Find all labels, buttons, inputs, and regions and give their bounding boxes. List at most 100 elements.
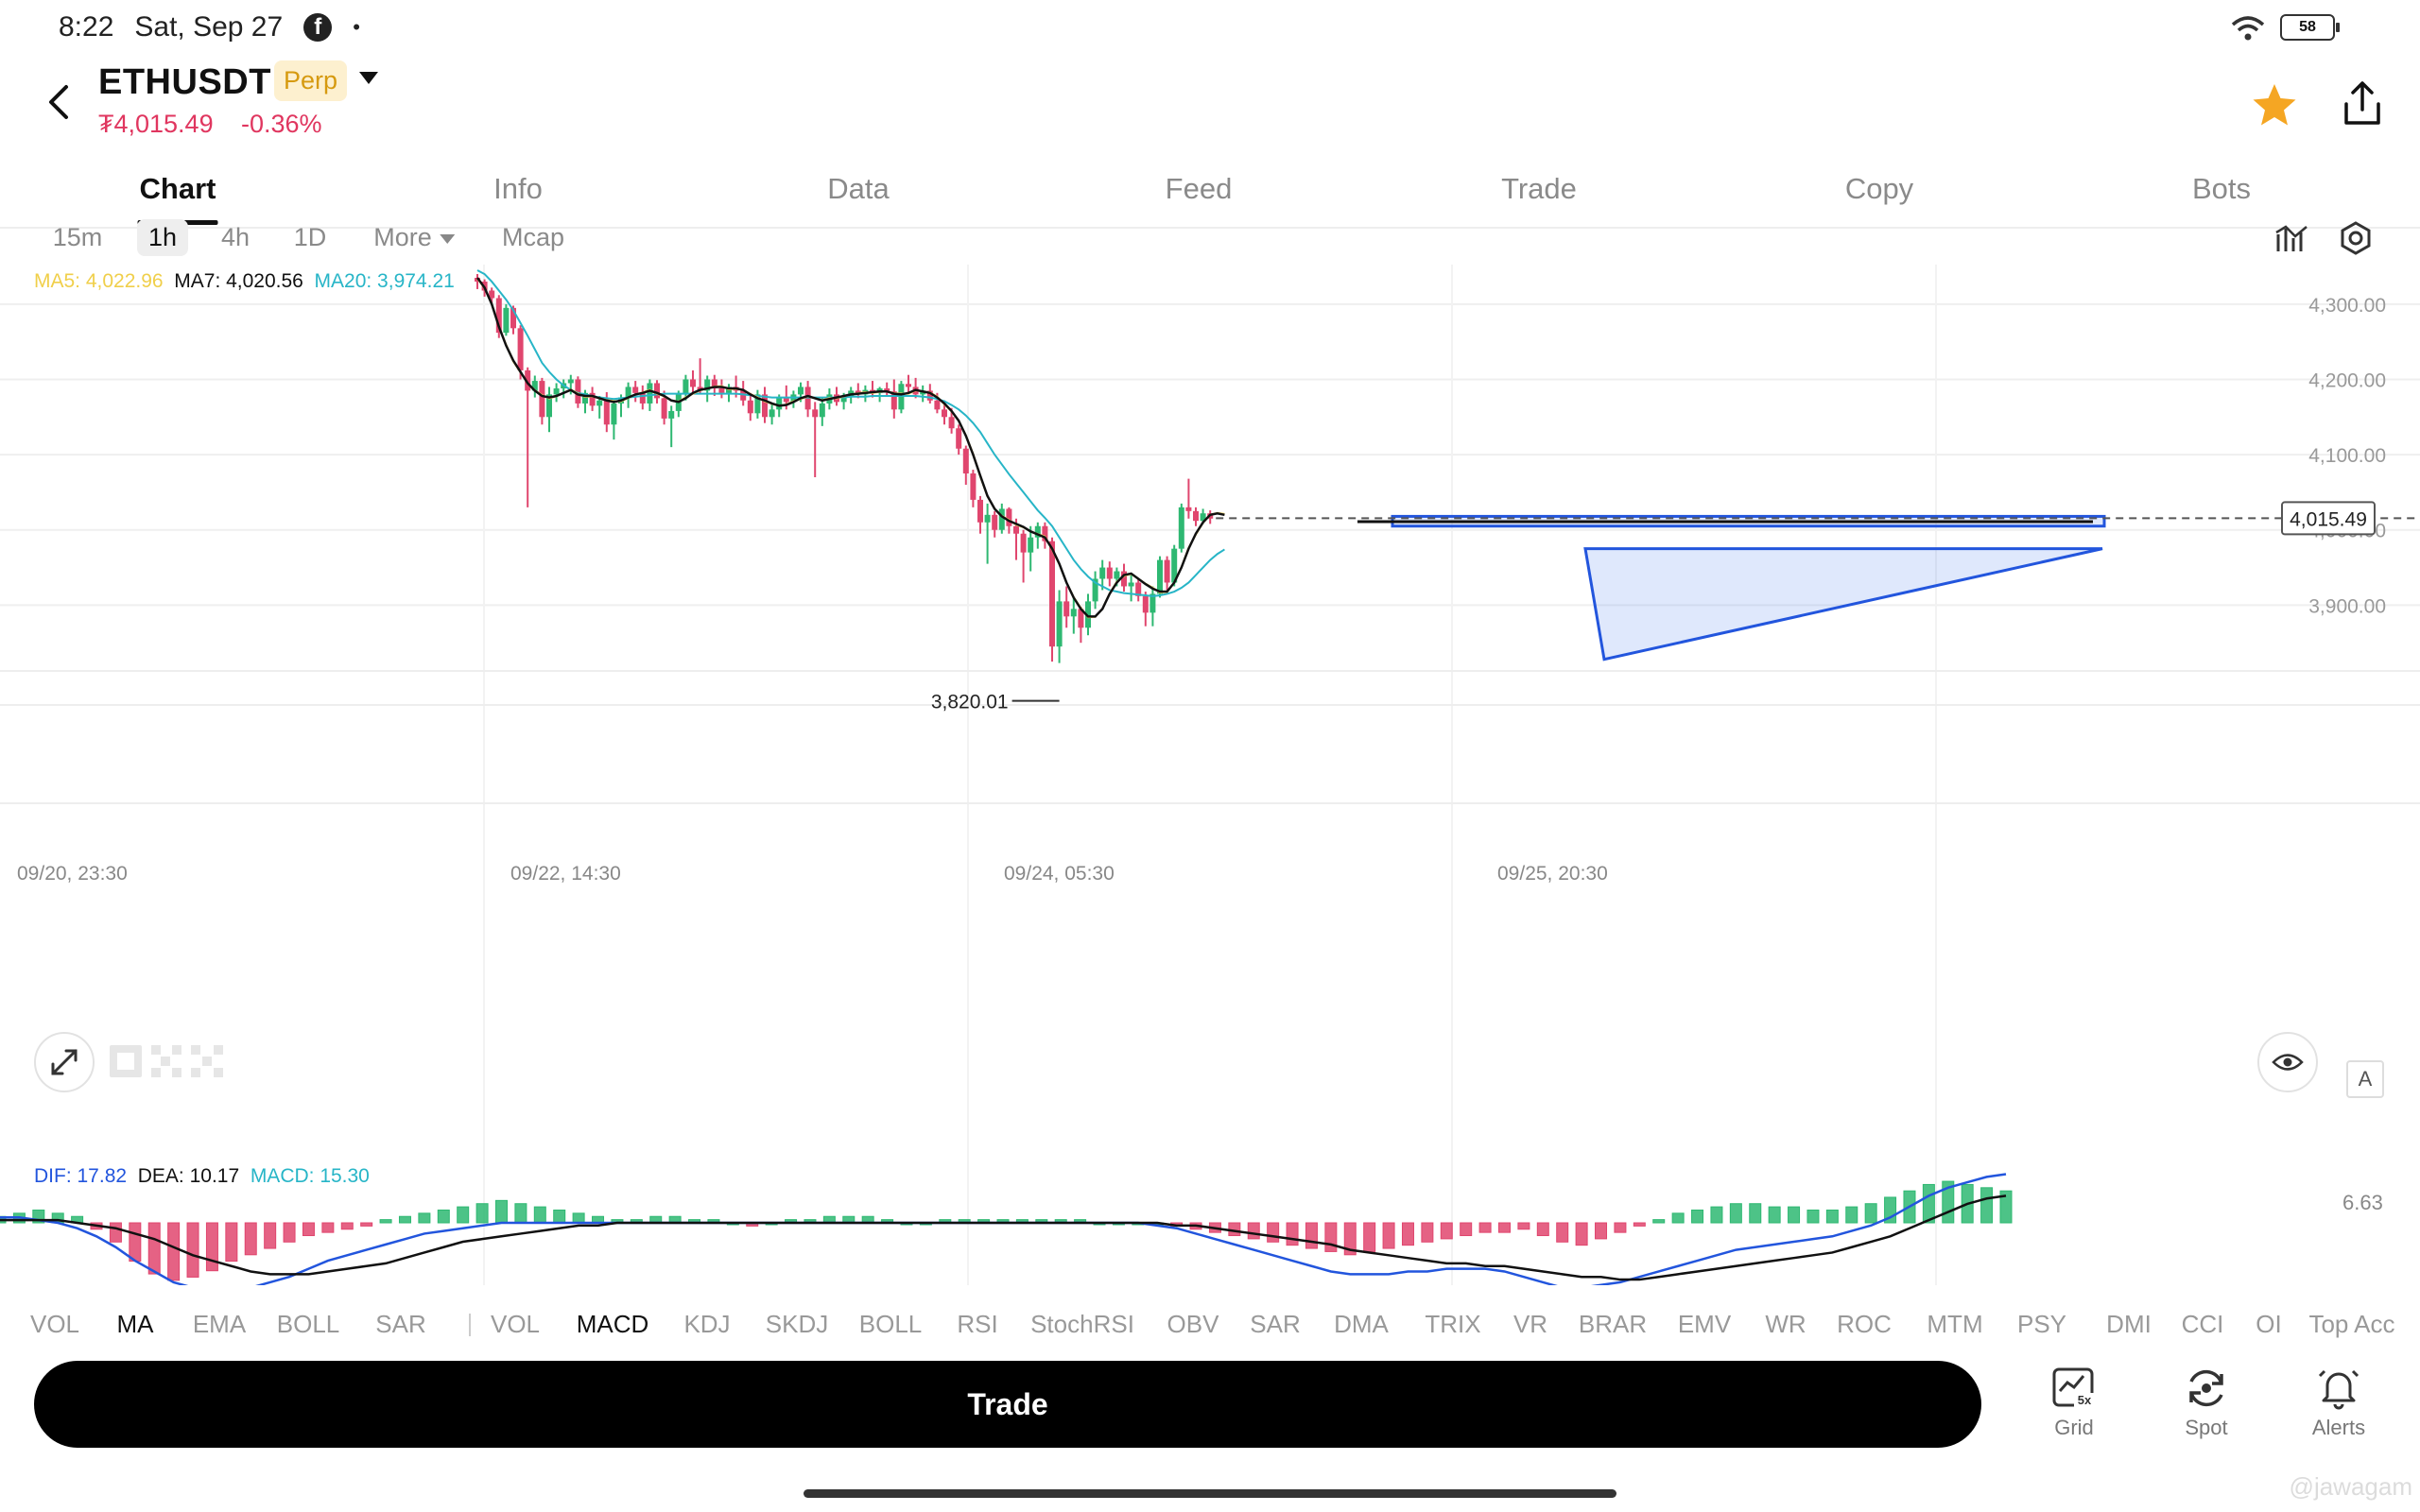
macd-bar	[1305, 1222, 1318, 1249]
tab-chart[interactable]: Chart	[137, 172, 218, 225]
candle-body	[798, 387, 804, 395]
symbol-title[interactable]: ETHUSDT	[98, 62, 271, 102]
indicator-sub-obv[interactable]: OBV	[1167, 1310, 1219, 1338]
price-tick-label: 4,100.00	[2308, 445, 2386, 467]
macd-bar	[533, 1206, 546, 1224]
candle-body	[603, 400, 610, 425]
candle-body	[769, 409, 775, 418]
eye-icon	[2272, 1054, 2304, 1071]
grid-button[interactable]: 5x Grid	[2022, 1366, 2126, 1440]
indicator-sub-cci[interactable]: CCI	[2181, 1310, 2224, 1338]
price-tick-label: 4,200.00	[2308, 369, 2386, 391]
macd-bar	[1691, 1209, 1704, 1224]
tab-info[interactable]: Info	[493, 172, 543, 205]
macd-bar	[1517, 1222, 1530, 1230]
candle-body	[747, 400, 753, 414]
indicator-main-vol[interactable]: VOL	[29, 1310, 80, 1338]
tab-copy[interactable]: Copy	[1844, 172, 1914, 205]
candle-body	[503, 307, 510, 334]
macd-bar	[1864, 1203, 1877, 1224]
candle-body	[948, 417, 955, 429]
indicator-sub-top-acc[interactable]: Top Acc	[2308, 1310, 2395, 1338]
candle-body	[625, 387, 631, 398]
price-chart[interactable]: 4,300.004,200.004,100.004,000.003,900.00…	[0, 265, 2420, 1285]
indicator-main-boll[interactable]: BOLL	[276, 1310, 340, 1338]
indicator-sub-roc[interactable]: ROC	[1837, 1310, 1892, 1338]
macd-bar	[1460, 1222, 1473, 1237]
macd-bar	[321, 1222, 335, 1233]
indicator-sub-trix[interactable]: TRIX	[1425, 1310, 1481, 1338]
candle-body	[1178, 507, 1184, 549]
indicator-sub-vol[interactable]: VOL	[490, 1310, 541, 1338]
macd-bar	[244, 1222, 257, 1256]
symbol-dropdown-icon[interactable]	[359, 72, 378, 84]
time-tick-label: 09/20, 23:30	[17, 863, 128, 885]
indicator-sub-brar[interactable]: BRAR	[1578, 1310, 1648, 1338]
macd-bar	[1440, 1222, 1453, 1240]
candle-body	[632, 387, 639, 393]
fullscreen-button[interactable]	[34, 1032, 95, 1092]
indicator-sub-sar[interactable]: SAR	[1250, 1310, 1301, 1338]
candle-body	[1020, 533, 1027, 553]
indicator-sub-wr[interactable]: WR	[1765, 1310, 1806, 1338]
tab-trade[interactable]: Trade	[1501, 172, 1577, 205]
time-tick-label: 09/22, 14:30	[510, 863, 621, 885]
trade-button[interactable]: Trade	[34, 1361, 1981, 1448]
indicator-sub-boll[interactable]: BOLL	[858, 1310, 923, 1338]
indicator-sub-stochrsi[interactable]: StochRSI	[1030, 1310, 1134, 1338]
indicator-main-ma[interactable]: MA	[116, 1310, 154, 1338]
macd-bar	[1575, 1222, 1588, 1246]
ma20-line	[476, 269, 1225, 597]
back-arrow-icon[interactable]	[42, 81, 79, 123]
macd-bar	[1595, 1222, 1608, 1240]
expand-icon	[51, 1049, 78, 1075]
interval-more-label: More	[373, 223, 432, 251]
indicator-sub-vr[interactable]: VR	[1512, 1310, 1548, 1338]
candle-body	[531, 381, 538, 391]
indicator-sub-dma[interactable]: DMA	[1334, 1310, 1389, 1338]
favorite-star-icon[interactable]	[2250, 81, 2299, 129]
alerts-button[interactable]: Alerts	[2287, 1366, 2391, 1440]
interval-1d[interactable]: 1D	[293, 223, 327, 251]
macd-bar	[1671, 1212, 1685, 1224]
spot-label: Spot	[2185, 1416, 2228, 1439]
spot-button[interactable]: Spot	[2154, 1366, 2258, 1440]
indicator-sub-emv[interactable]: EMV	[1677, 1310, 1732, 1338]
interval-1h[interactable]: 1h	[136, 219, 189, 256]
candle-body	[567, 379, 574, 384]
main-tabs: Chart Info Data Feed Trade Copy Bots	[0, 164, 2420, 229]
wifi-icon	[2231, 16, 2265, 41]
candle-body	[942, 409, 947, 418]
macd-bar	[1980, 1187, 1994, 1224]
drawing-tools-icon[interactable]	[2274, 223, 2308, 253]
interval-4h[interactable]: 4h	[220, 223, 251, 251]
share-icon[interactable]	[2341, 79, 2384, 129]
tab-feed[interactable]: Feed	[1165, 172, 1233, 205]
candle-body	[1142, 595, 1149, 613]
indicator-sub-oi[interactable]: OI	[2256, 1310, 2282, 1338]
indicator-sub-kdj[interactable]: KDJ	[683, 1310, 731, 1338]
candle-body	[998, 508, 1005, 530]
interval-more[interactable]: More	[373, 223, 455, 252]
indicator-sub-psy[interactable]: PSY	[2016, 1310, 2067, 1338]
indicator-main-sar[interactable]: SAR	[375, 1310, 426, 1338]
tab-bots[interactable]: Bots	[2191, 172, 2252, 205]
visibility-button[interactable]	[2257, 1032, 2318, 1092]
candle-body	[970, 473, 977, 500]
indicator-sub-mtm[interactable]: MTM	[1927, 1310, 1983, 1338]
candle-body	[1114, 571, 1120, 579]
candle-body	[661, 398, 667, 419]
indicator-sub-skdj[interactable]: SKDJ	[765, 1310, 829, 1338]
axis-mode-button[interactable]: A	[2346, 1060, 2384, 1098]
tab-data[interactable]: Data	[827, 172, 890, 205]
macd-bar	[1267, 1222, 1280, 1243]
chart-settings-icon[interactable]	[2339, 221, 2373, 255]
candle-body	[690, 379, 696, 387]
interval-15m[interactable]: 15m	[52, 223, 103, 251]
indicator-sub-rsi[interactable]: RSI	[957, 1310, 998, 1338]
indicator-main-ema[interactable]: EMA	[192, 1310, 247, 1338]
indicator-sub-dmi[interactable]: DMI	[2106, 1310, 2152, 1338]
indicator-sub-macd[interactable]: MACD	[576, 1310, 649, 1338]
interval-mcap[interactable]: Mcap	[501, 223, 565, 251]
macd-bar	[495, 1199, 508, 1224]
